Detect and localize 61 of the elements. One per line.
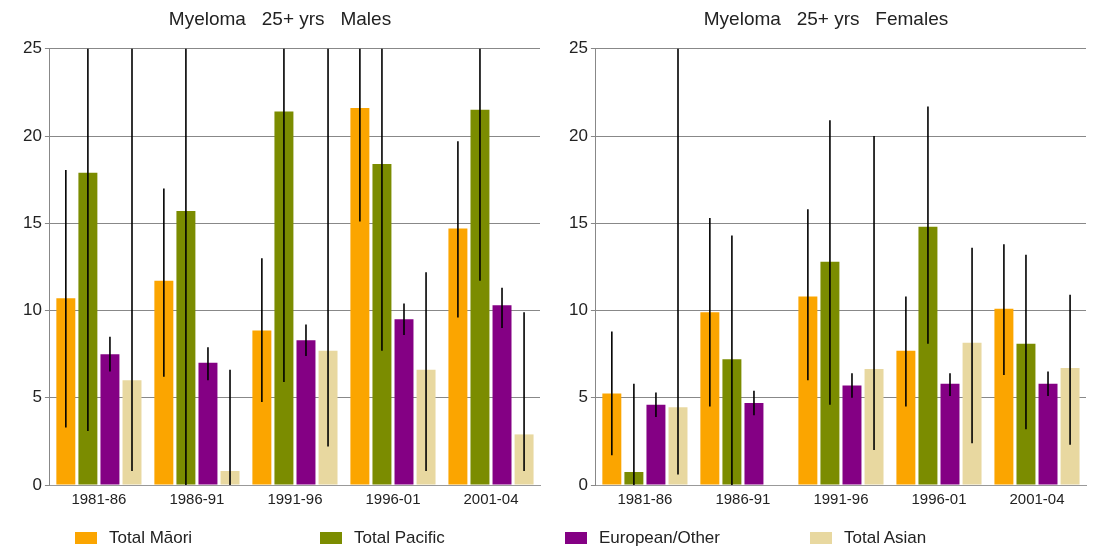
bar	[514, 434, 534, 485]
y-tick-label: 20	[568, 125, 588, 145]
bar	[896, 350, 916, 485]
y-tick-label: 15	[22, 212, 42, 232]
bar	[492, 305, 512, 485]
bar	[56, 298, 76, 485]
x-tick-label: 1981-86	[617, 490, 673, 508]
bar	[842, 385, 862, 485]
x-tick-label: 1996-01	[911, 490, 967, 508]
bar	[744, 402, 764, 485]
bar	[864, 368, 884, 485]
y-tick-label: 15	[568, 212, 588, 232]
x-tick-label: 1986-91	[715, 490, 771, 508]
x-tick-label: 1986-91	[169, 490, 225, 508]
bar	[602, 393, 622, 485]
bar	[252, 330, 272, 485]
y-tick-label: 20	[22, 125, 42, 145]
bar	[994, 308, 1014, 485]
legend-label: Total Asian	[844, 528, 927, 548]
bar	[918, 226, 938, 485]
bar	[798, 296, 818, 485]
x-tick-label: 1991-96	[813, 490, 869, 508]
bar	[1060, 368, 1080, 485]
y-tick-label: 0	[32, 474, 42, 494]
x-tick-label: 1991-96	[267, 490, 323, 508]
bar	[700, 312, 720, 485]
bar	[940, 383, 960, 485]
bar	[100, 354, 120, 485]
y-tick-label: 10	[22, 300, 42, 320]
y-tick-label: 5	[578, 387, 588, 407]
y-tick-label: 25	[568, 38, 588, 58]
bar	[416, 369, 436, 485]
legend-label: Total Māori	[109, 528, 193, 548]
bar	[820, 261, 840, 485]
bar	[448, 228, 468, 485]
bar	[962, 342, 982, 485]
bar	[394, 319, 414, 485]
bar	[350, 108, 370, 485]
y-tick-label: 0	[578, 474, 588, 494]
x-tick-label: 2001-04	[463, 490, 519, 508]
legend-label: Total Pacific	[354, 528, 445, 548]
bar	[296, 340, 316, 485]
bar	[372, 163, 392, 485]
x-tick-label: 1996-01	[365, 490, 421, 508]
bar	[1016, 343, 1036, 485]
y-tick-label: 5	[32, 387, 42, 407]
x-tick-label: 2001-04	[1009, 490, 1065, 508]
bar	[198, 362, 218, 485]
bar	[274, 111, 294, 485]
x-tick-label: 1981-86	[71, 490, 127, 508]
y-tick-label: 10	[568, 300, 588, 320]
legend-label: European/Other	[599, 528, 720, 548]
bar	[470, 109, 490, 485]
y-tick-label: 25	[22, 38, 42, 58]
chart-title: Myeloma 25+ yrs Males	[168, 7, 392, 29]
bar	[318, 350, 338, 485]
chart-title: Myeloma 25+ yrs Females	[703, 7, 949, 29]
bar	[154, 280, 174, 485]
bar	[646, 404, 666, 485]
bar	[78, 172, 98, 485]
bar	[1038, 383, 1058, 485]
